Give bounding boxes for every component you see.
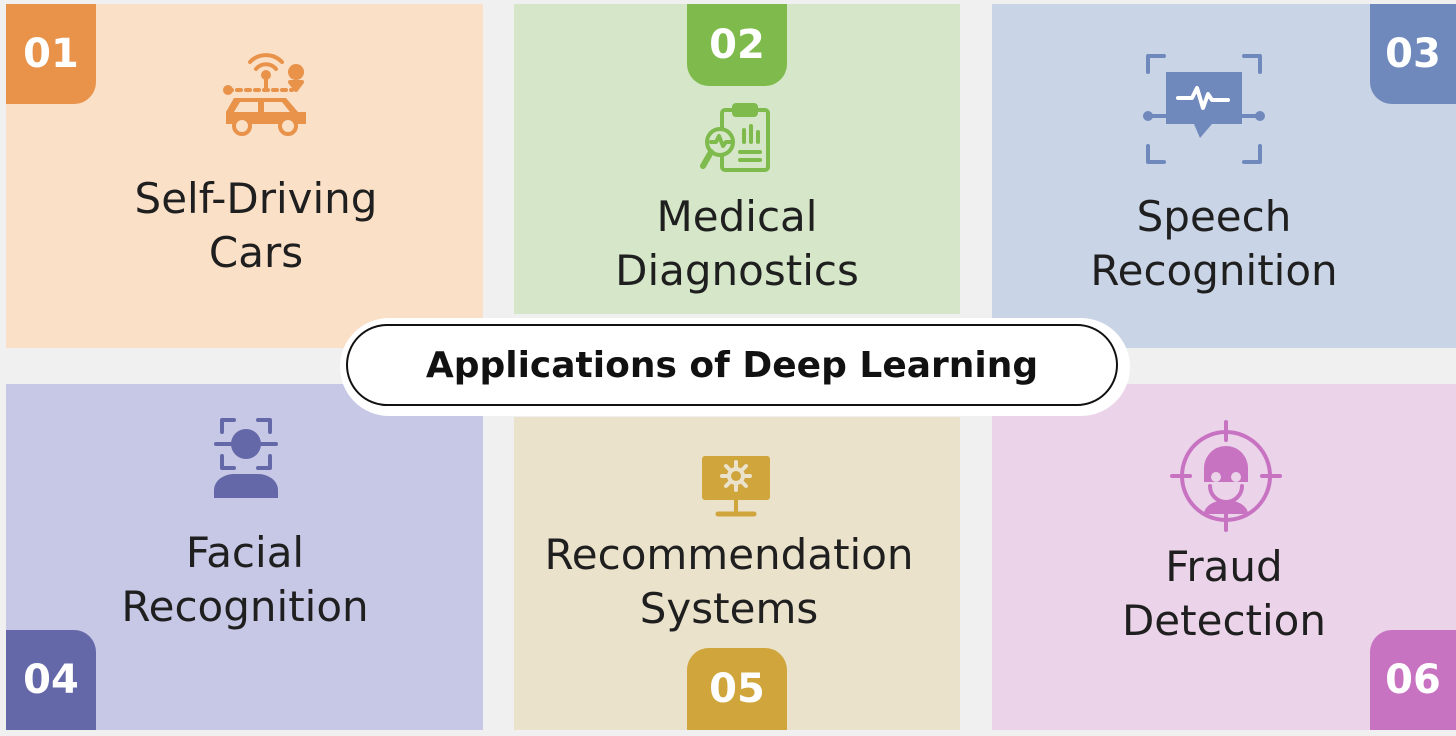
medical-report-icon — [700, 102, 776, 182]
label-line: Recognition — [1090, 246, 1338, 295]
label-line: Diagnostics — [615, 246, 859, 295]
label-line: Speech — [1136, 192, 1292, 241]
monitor-gear-icon — [698, 452, 774, 526]
diagram-title: Applications of Deep Learning — [346, 324, 1118, 406]
speech-waveform-icon — [1142, 50, 1266, 172]
number-badge-04: 04 — [6, 630, 96, 730]
label-recommendation-systems: Recommendation Systems — [529, 528, 929, 636]
label-facial-recognition: Facial Recognition — [45, 526, 445, 634]
self-driving-car-icon — [218, 50, 314, 150]
label-line: Medical — [656, 192, 818, 241]
face-scan-icon — [208, 416, 284, 504]
thief-target-icon — [1170, 420, 1282, 536]
label-self-driving-cars: Self-Driving Cars — [56, 172, 456, 280]
label-line: Facial — [185, 528, 305, 577]
number-badge-01: 01 — [6, 4, 96, 104]
label-medical-diagnostics: Medical Diagnostics — [537, 190, 937, 298]
label-speech-recognition: Speech Recognition — [1014, 190, 1414, 298]
label-line: Detection — [1121, 596, 1327, 645]
label-line: Recommendation — [544, 530, 914, 579]
label-fraud-detection: Fraud Detection — [1024, 540, 1424, 648]
number-badge-06: 06 — [1370, 630, 1456, 730]
number-badge-05: 05 — [687, 648, 787, 730]
label-line: Self-Driving — [134, 174, 378, 223]
number-badge-03: 03 — [1370, 4, 1456, 104]
number-badge-02: 02 — [687, 4, 787, 86]
label-line: Fraud — [1165, 542, 1283, 591]
label-line: Cars — [208, 228, 304, 277]
label-line: Recognition — [121, 582, 369, 631]
label-line: Systems — [639, 584, 819, 633]
